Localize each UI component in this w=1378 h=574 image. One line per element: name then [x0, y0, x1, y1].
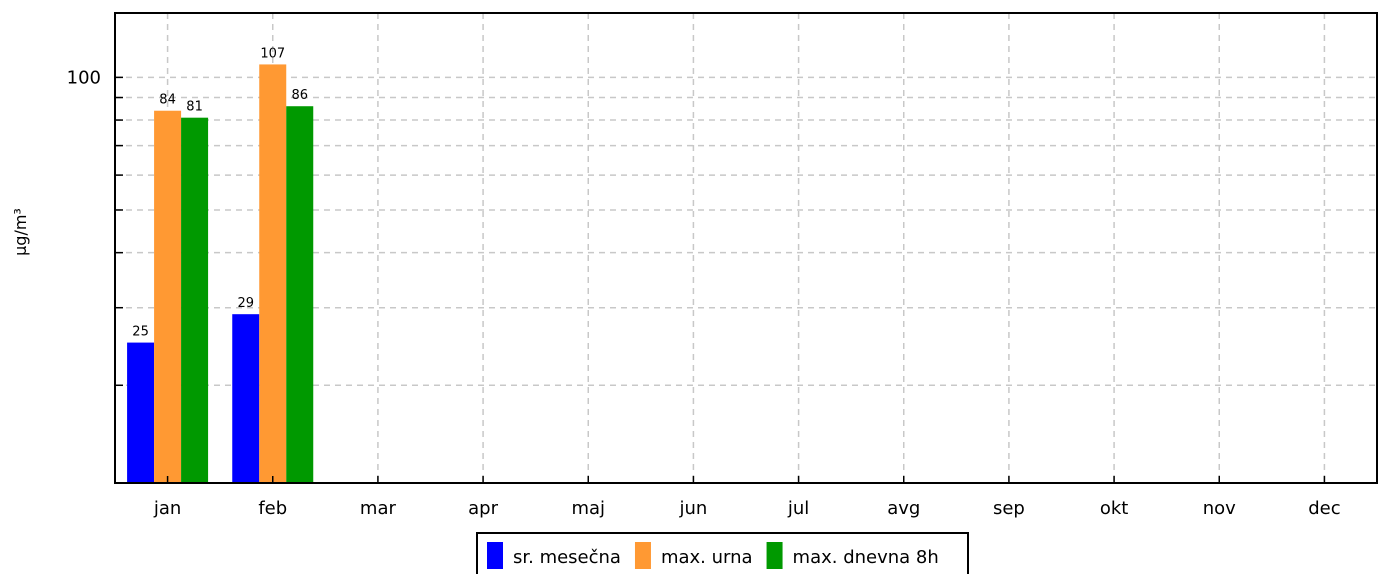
bar-value-label: 81	[186, 100, 203, 115]
bar	[232, 314, 260, 483]
y-axis-title: µg/m³	[11, 208, 30, 256]
x-axis: jan feb mar apr maj jun jul avg sep okt nov dec	[153, 476, 1341, 519]
bar	[127, 342, 155, 483]
x-tick-label: avg	[887, 498, 920, 519]
x-tick-label: jan	[153, 498, 181, 519]
bar	[286, 106, 314, 484]
bar-value-label: 107	[260, 46, 285, 61]
legend-swatch	[487, 542, 503, 569]
x-tick-label: mar	[360, 498, 397, 519]
y-tick-label: 100	[67, 67, 101, 88]
legend-swatch	[634, 542, 651, 569]
bar	[181, 117, 209, 483]
bars: 25 29 84 107 81 86	[127, 46, 314, 484]
bar	[154, 110, 182, 483]
bar	[259, 64, 287, 483]
x-tick-label: dec	[1308, 498, 1340, 519]
x-tick-label: sep	[993, 498, 1025, 519]
x-tick-label: jul	[787, 498, 809, 519]
legend-label: max. urna	[661, 547, 753, 568]
y-axis: 100	[67, 67, 123, 387]
legend: sr. mesečna max. urna max. dnevna 8h	[476, 532, 969, 574]
bar-value-label: 29	[237, 296, 254, 311]
bar-value-label: 86	[291, 88, 308, 103]
legend-swatch	[766, 542, 783, 569]
bar-value-label: 25	[132, 325, 149, 340]
x-tick-label: feb	[258, 498, 287, 519]
plot-frame	[114, 12, 1378, 484]
x-tick-label: jun	[679, 498, 708, 519]
legend-frame	[476, 532, 969, 574]
x-tick-label: okt	[1100, 498, 1129, 519]
x-tick-label: maj	[571, 498, 605, 519]
x-tick-label: nov	[1203, 498, 1236, 519]
legend-label: sr. mesečna	[513, 547, 621, 568]
legend-label: max. dnevna 8h	[793, 547, 939, 568]
x-tick-label: apr	[468, 498, 498, 519]
bar-value-label: 84	[159, 93, 176, 108]
grid	[115, 13, 1377, 483]
